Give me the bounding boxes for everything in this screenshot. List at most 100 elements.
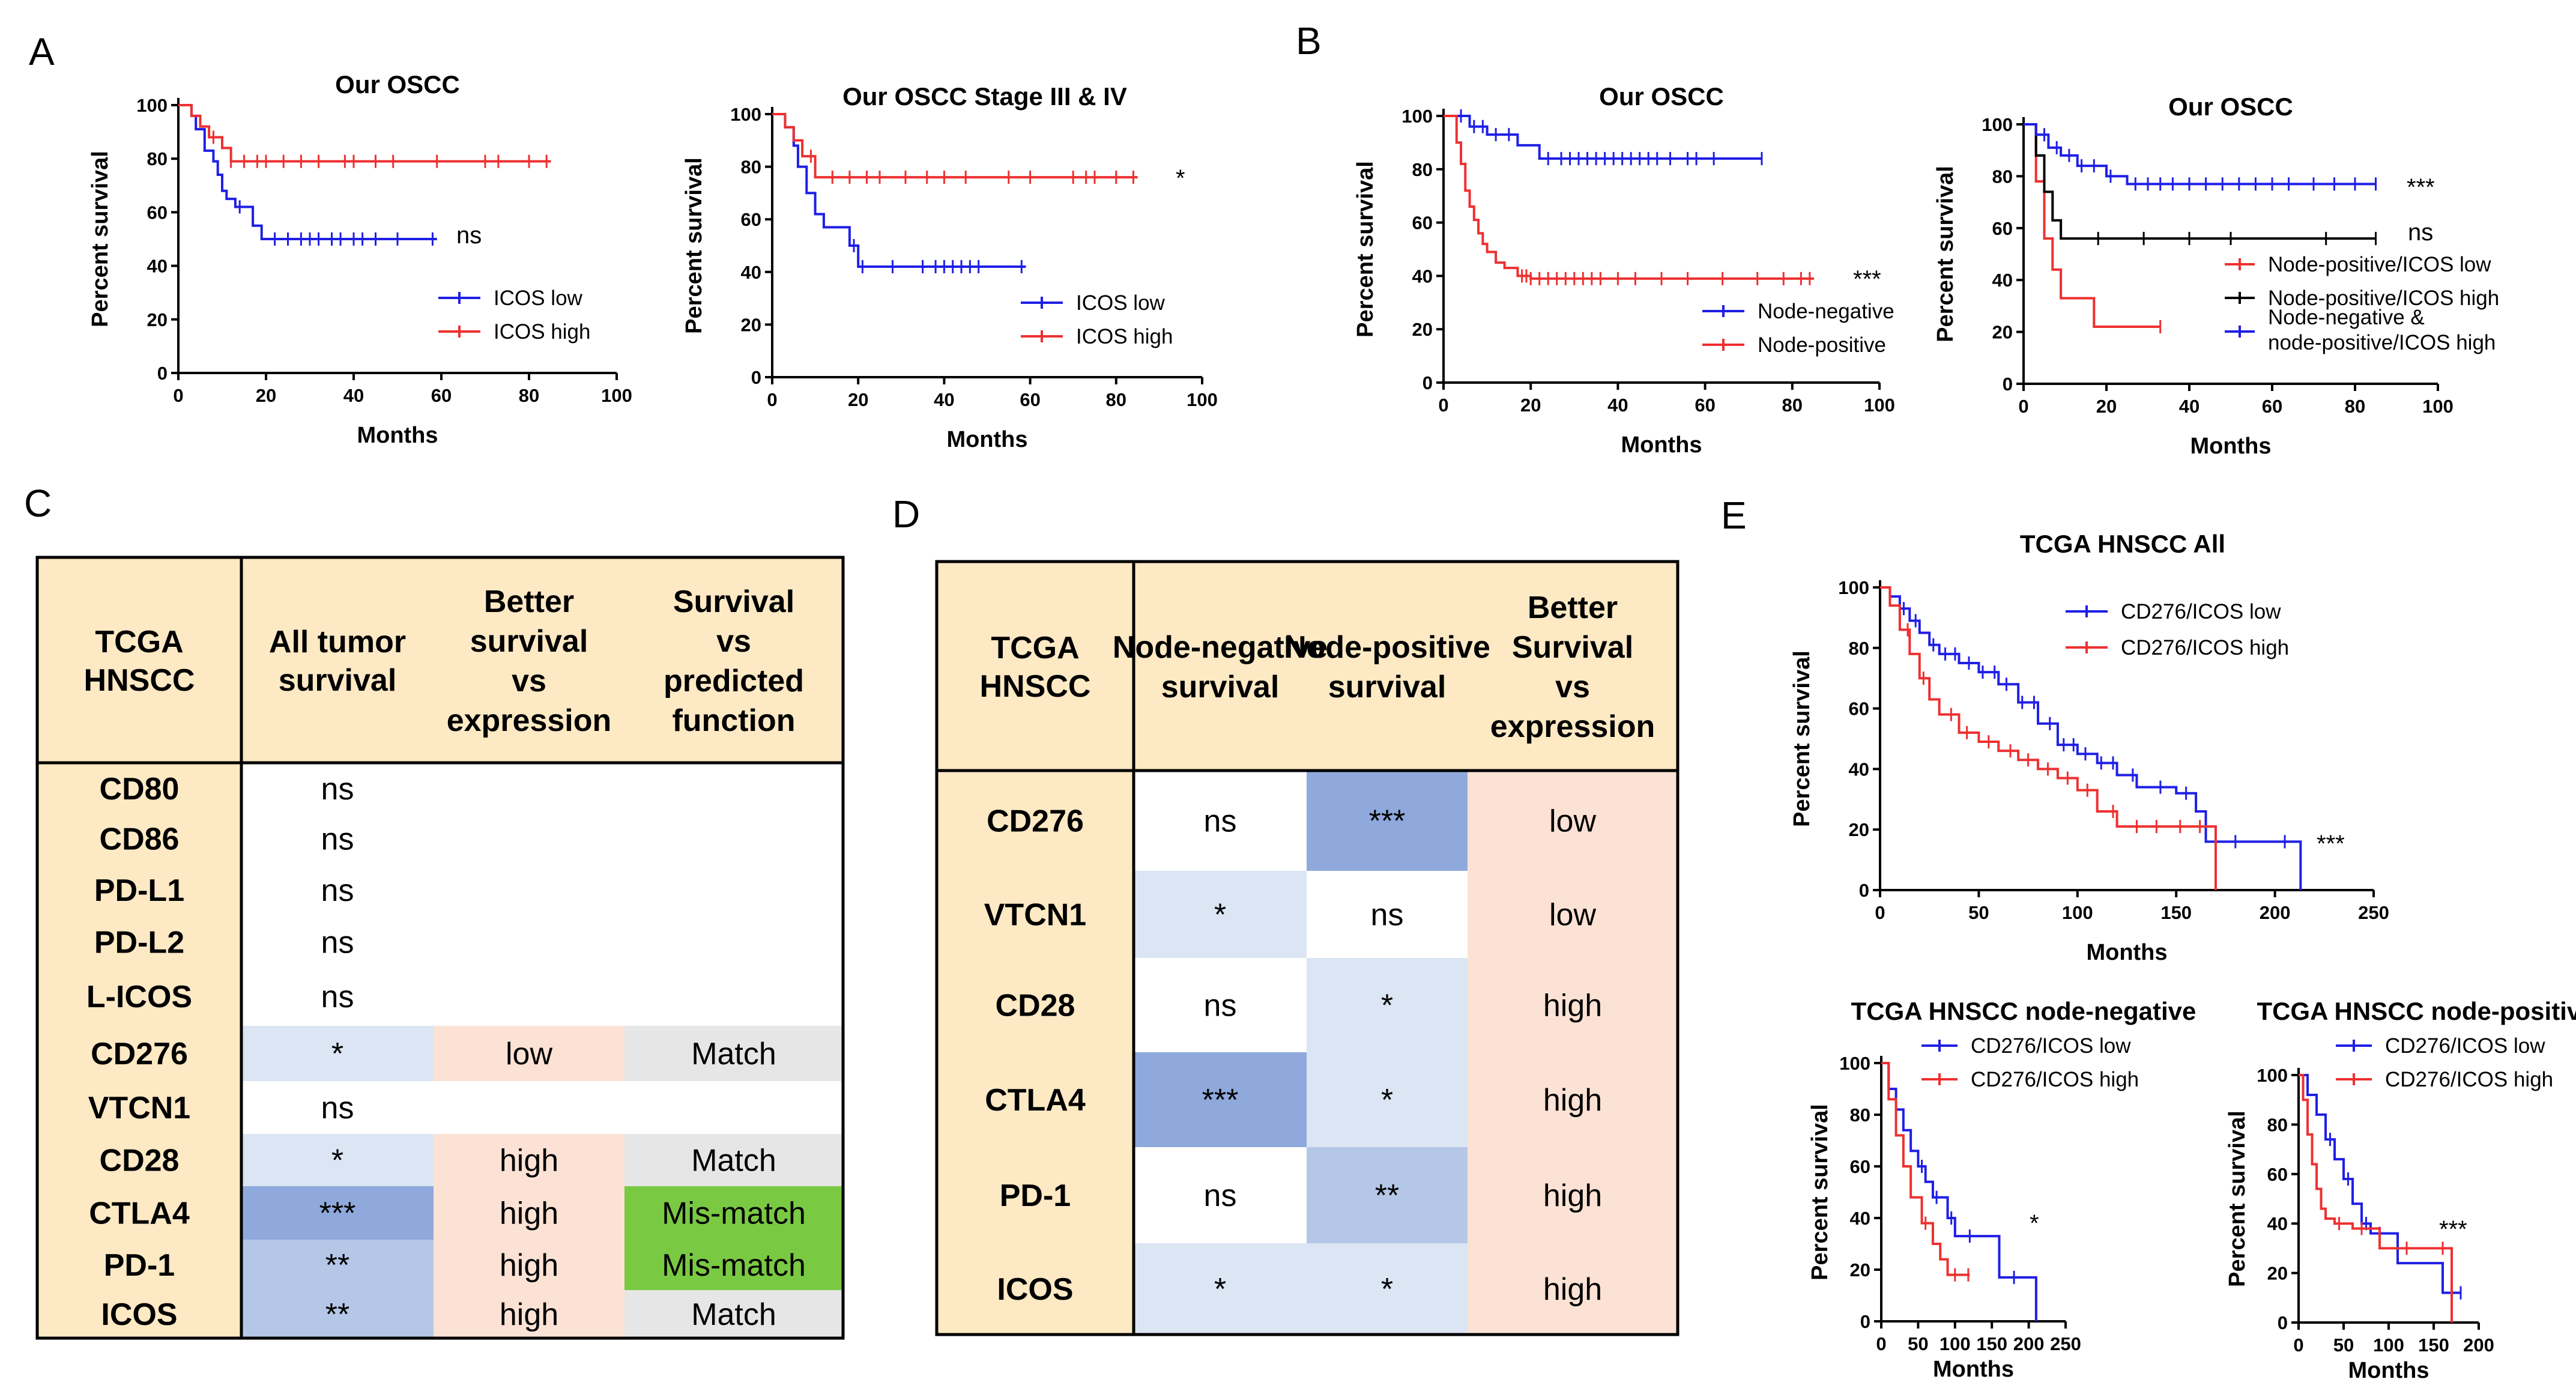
table-c-sig: ns [321,772,354,807]
expr-cell-bg [434,1026,624,1081]
table-c: CD80 ns CD86 ns PD-L1 ns PD-L2 ns L-ICOS ns CD276 *… [35,556,845,1340]
x-tick-label: 100 [1864,395,1895,416]
table-d-expr: high [1543,989,1602,1023]
y-tick-label: 60 [1992,218,2013,239]
legend-label: Node-positive/ICOS high [2268,286,2499,310]
y-tick-label: 60 [147,202,168,223]
table-d-expr: low [1549,804,1596,839]
table-c-header: Survival vs predicted function [664,584,804,738]
y-axis-label: Percent survival [1933,166,1958,342]
panel-label-e: E [1721,494,1747,537]
y-tick-label: 60 [1850,1156,1870,1177]
x-tick-label: 60 [2262,396,2282,417]
table-c-border [35,556,845,1340]
chart-e2-tcga-node-negative: TCGA HNSCC node-negative 0 20 40 60 80 100 0 50 1… [1807,997,2196,1382]
series-line-0 [1444,115,1762,160]
series-line-1 [178,104,551,163]
series-line-0 [2299,1074,2461,1294]
legend-label: Node-negative [1758,300,1894,323]
panel-label-a: A [29,30,55,73]
y-tick-label: 80 [2267,1114,2288,1135]
y-tick-label: 20 [1412,319,1433,340]
x-tick-label: 250 [2358,902,2389,923]
neg-cell-bg [1134,1243,1307,1335]
y-axis-label: Percent survival [682,157,707,334]
y-tick-label: 0 [2003,374,2013,395]
y-tick-label: 100 [1982,114,2013,135]
table-d-pos: * [1381,989,1393,1023]
significance-annotation: *** [2439,1216,2467,1243]
table-c-gene: CD80 [100,772,180,807]
table-d-neg: ns [1204,804,1237,839]
table-c-gene: CD276 [91,1037,188,1071]
table-c-sig: ** [325,1248,349,1283]
series-line-1 [1880,586,2217,890]
table-d-header: Better Survival vs expression [1490,590,1655,744]
x-tick-label: 100 [601,385,632,406]
legend-label: CD276/ICOS high [2121,636,2289,659]
y-tick-label: 60 [1412,213,1433,234]
x-axis-label: Months [1933,1357,2014,1382]
y-tick-label: 80 [1849,638,1869,659]
y-tick-label: 80 [147,148,168,169]
legend-label: Node-positive/ICOS low [2268,253,2491,276]
x-tick-label: 100 [2373,1335,2404,1356]
table-c-sig: * [331,1144,343,1178]
series-line-1 [2299,1074,2453,1323]
table-d-pos: ns [1371,898,1404,933]
table-c-func: Mis-match [662,1196,806,1231]
table-c-gene: VTCN1 [88,1091,190,1126]
x-tick-label: 50 [1968,902,1989,923]
panel-label-c: C [24,482,52,525]
table-d-gene: ICOS [997,1272,1073,1307]
y-tick-label: 80 [1992,166,2013,187]
series-line-1 [1881,1062,1970,1276]
table-c-header: TCGA HNSCC [84,625,195,698]
significance-annotation: ns [456,222,482,249]
y-tick-label: 0 [2278,1312,2288,1333]
table-c-expr: high [500,1248,558,1283]
table-c-func: Match [691,1144,776,1178]
series-line-0 [1881,1062,2037,1321]
legend-label: CD276/ICOS low [2385,1034,2545,1058]
table-d-expr: low [1549,898,1596,933]
significance-annotation: ns [2408,219,2433,246]
y-tick-label: 40 [2267,1213,2288,1234]
chart-e1-tcga-all: TCGA HNSCC All 0 20 40 60 80 100 0 50 100 150 200 25… [1789,530,2389,965]
table-d-header: Node-positive survival [1284,630,1490,705]
x-tick-label: 20 [848,389,868,410]
series-line-1 [1444,115,1815,280]
x-tick-label: 150 [2160,902,2192,923]
neg-cell-bg [1134,1052,1307,1147]
table-c-expr: high [500,1144,558,1178]
x-axis-label: Months [2086,940,2167,965]
chart-title: TCGA HNSCC node-negative [1851,997,2197,1025]
y-tick-label: 0 [1860,1311,1870,1332]
pos-cell-bg [1307,1243,1468,1335]
neg-cell-bg [1134,871,1307,958]
x-tick-label: 40 [2179,396,2200,417]
table-c-sig: ns [321,980,354,1014]
x-tick-label: 100 [1187,389,1218,410]
sig-cell-bg [241,1134,434,1186]
y-tick-label: 60 [1849,698,1869,720]
y-tick-label: 60 [741,209,761,230]
table-c-expr: high [500,1297,558,1332]
chart-a2-our-oscc-stage: Our OSCC Stage III & IV 0 20 40 60 80 100 0 20 40… [682,82,1218,452]
significance-annotation: *** [2407,174,2435,201]
y-tick-label: 40 [1850,1208,1870,1229]
x-tick-label: 250 [2050,1333,2081,1354]
table-c-gene: L-ICOS [86,980,192,1014]
func-cell-bg [624,1134,843,1186]
sig-cell-bg [241,1186,434,1240]
y-axis-label: Percent survival [88,151,113,327]
table-c-func: Mis-match [662,1248,806,1283]
chart-title: Our OSCC [2168,92,2293,121]
pos-cell-bg [1307,1147,1468,1243]
table-d-gene: CD28 [996,989,1075,1023]
x-axis-label: Months [946,427,1027,452]
table-c-gene: ICOS [101,1297,177,1332]
table-d-gene-column [937,562,1134,1335]
y-tick-label: 0 [751,367,761,388]
